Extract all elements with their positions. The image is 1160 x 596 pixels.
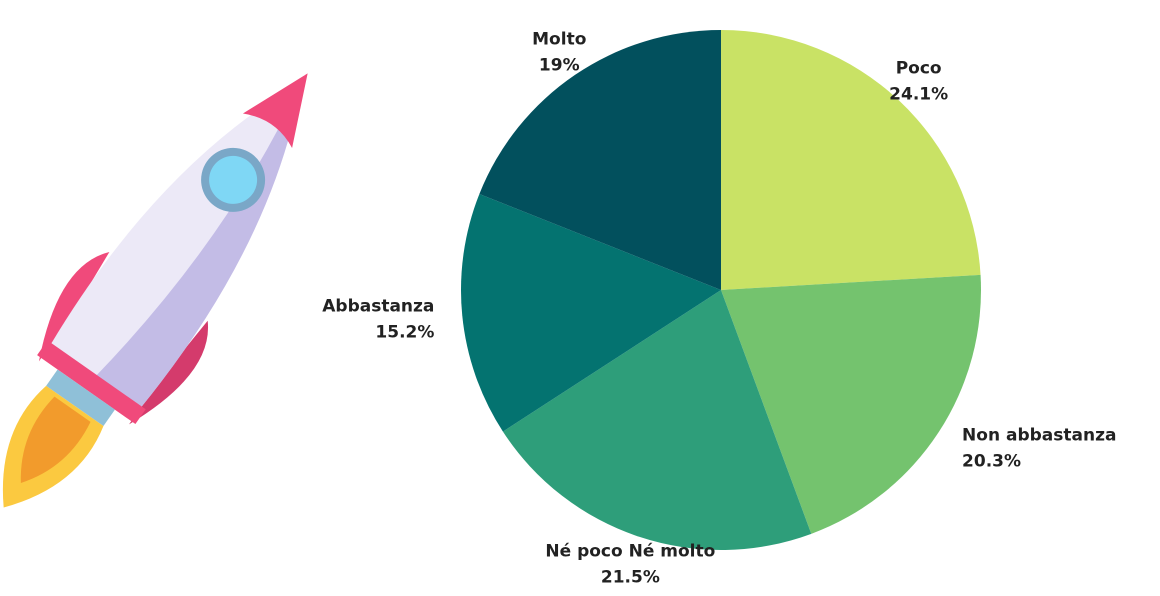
pie-slice [502, 290, 812, 551]
pie-slice [479, 30, 721, 290]
slice-label: Né poco Né molto [545, 541, 715, 561]
slice-value-label: 21.5% [601, 567, 660, 587]
slice-label: Abbastanza [322, 296, 434, 316]
rocket-illustration [2, 73, 308, 508]
slice-value-label: 20.3% [962, 452, 1021, 472]
pie-slice [721, 274, 982, 534]
pie-slice [721, 30, 981, 290]
slice-value-label: 19% [539, 56, 580, 76]
slice-label: Molto [532, 30, 586, 50]
slice-value-label: 15.2% [375, 322, 434, 342]
slice-label: Poco [896, 59, 942, 79]
slice-label: Non abbastanza [962, 426, 1116, 446]
slice-value-label: 24.1% [889, 85, 948, 105]
pie-slice [461, 193, 721, 432]
